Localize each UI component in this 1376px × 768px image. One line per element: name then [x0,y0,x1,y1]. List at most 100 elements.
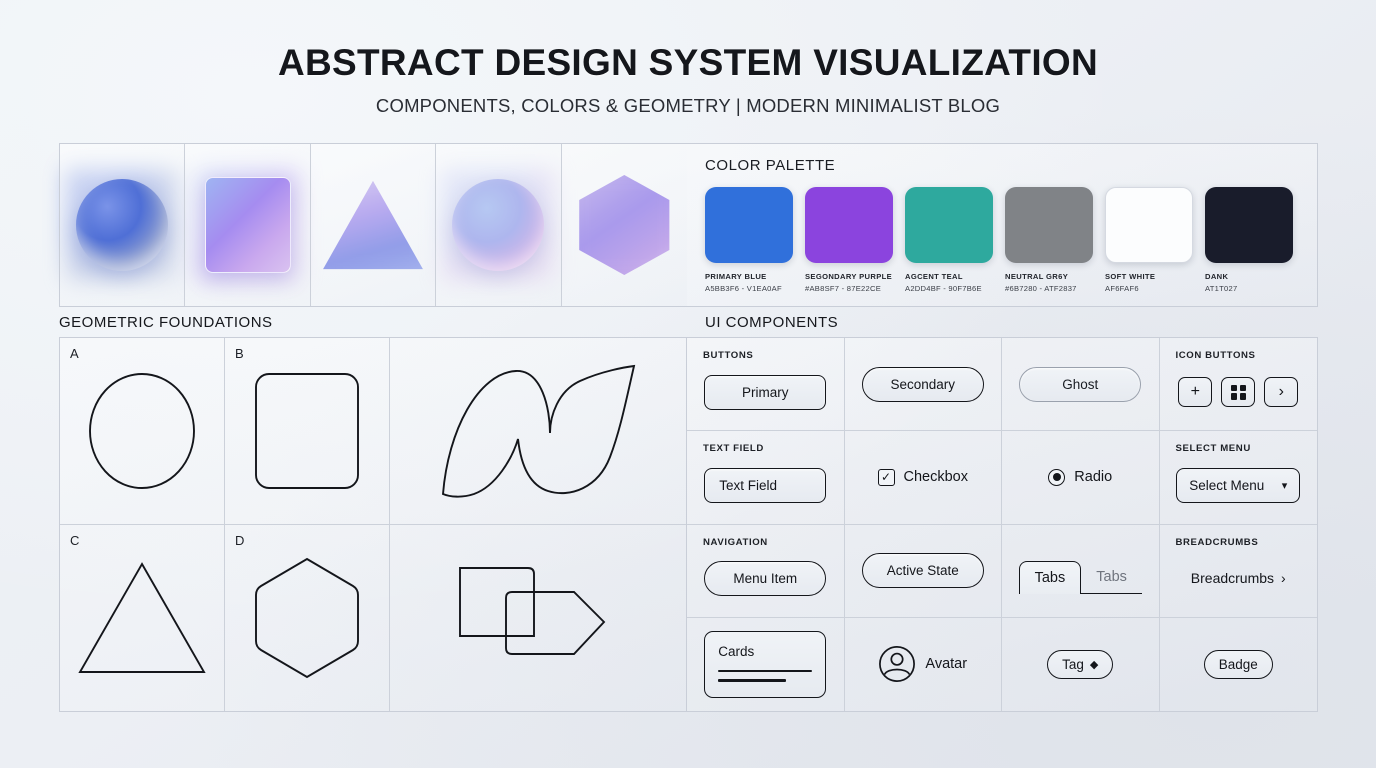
component-cell-active-state: Active State [844,524,1002,618]
color-swatch-dank[interactable]: DANK AT1T027 [1205,187,1293,293]
hexagon-outline-icon [255,557,359,678]
components-section-title: UI COMPONENTS [705,313,839,331]
component-cell-tabs: Tabs Tabs [1002,524,1160,618]
component-cell-avatar: Avatar [845,617,1002,711]
color-swatch-primary-blue[interactable]: PRIMARY BLUE A5BB3F6 - V1EA0AF [705,187,793,293]
wave-blob-outline-icon [441,364,636,498]
ui-components-grid: BUTTONS Primary Secondary Ghost ICON BUT… [687,337,1318,712]
component-cell-cards: Cards [687,617,845,711]
color-name: PRIMARY BLUE [705,272,767,281]
breadcrumb-label[interactable]: Breadcrumbs [1190,569,1275,586]
radio-row[interactable]: Radio [1048,468,1113,486]
chevron-right-icon: › [1278,383,1284,401]
radio-label: Radio [1074,469,1113,486]
ghost-button[interactable]: Ghost [1019,366,1142,402]
color-chip[interactable] [1005,187,1093,263]
color-chip[interactable] [1205,187,1293,263]
color-name: SOFT WHITE [1105,272,1156,281]
gradient-shape-cell-3 [310,144,437,306]
color-hex: A5BB3F6 - V1EA0AF [705,284,782,293]
checkbox-row[interactable]: ✓ Checkbox [877,468,968,486]
color-swatch-row: PRIMARY BLUE A5BB3F6 - V1EA0AF SEGONDARY… [705,187,1299,293]
avatar-icon[interactable] [878,645,916,683]
color-swatch-accent-teal[interactable]: AGCENT TEAL A2DD4BF - 90F7B6E [905,187,993,293]
tab-inactive[interactable]: Tabs [1081,561,1142,595]
grid-icon [1230,384,1246,400]
plus-icon-button[interactable]: + [1178,377,1213,408]
text-field-input[interactable]: Text Field [704,467,827,503]
buttons-caption: BUTTONS [703,350,754,361]
card-line-long [718,670,813,673]
geometry-cell-wave [390,338,686,525]
color-swatch-secondary-purple[interactable]: SEGONDARY PURPLE #AB8SF7 - 87E22CE [805,187,893,293]
gradient-shape-cell-4 [436,144,562,306]
overlapping-square-pentagon-outline-icon [459,566,606,655]
gradient-triangle-icon [323,180,423,270]
component-cell-secondary: Secondary [844,338,1002,432]
component-cell-ghost: Ghost [1002,338,1160,432]
primary-button[interactable]: Primary [704,374,827,410]
secondary-button[interactable]: Secondary [861,366,984,402]
navigation-caption: NAVIGATION [703,536,768,548]
status-badge[interactable]: Badge [1203,649,1273,679]
radio-input[interactable] [1048,468,1066,486]
breadcrumb[interactable]: Breadcrumbs › [1191,570,1286,586]
checkbox-input[interactable]: ✓ [877,468,895,486]
geometry-label-c: C [70,532,80,548]
geometry-label-b: B [235,346,244,361]
color-hex: AT1T027 [1205,284,1238,293]
gradient-shape-cell-5 [561,144,687,306]
checkbox-label: Checkbox [903,469,968,486]
card-title: Cards [718,644,755,660]
component-cell-select-menu: SELECT MENU Select Menu ▾ [1159,431,1317,525]
color-chip[interactable] [1105,187,1193,263]
tag-chip[interactable]: Tag ◆ [1047,649,1114,679]
color-name: AGCENT TEAL [905,272,963,281]
gradient-shape-cell-1 [60,144,186,306]
card-line-short [718,679,786,682]
circle-outline-icon [89,372,195,489]
geometry-label-d: D [235,532,245,548]
icon-buttons-caption: ICON BUTTONS [1175,350,1256,361]
component-cell-tag: Tag ◆ [1002,617,1160,711]
component-cell-navigation: NAVIGATION Menu Item [687,524,845,618]
breadcrumbs-caption: BREADCRUMBS [1175,536,1259,548]
tab-bar: Tabs Tabs [1018,561,1142,595]
component-cell-icon-buttons: ICON BUTTONS + › [1159,338,1317,432]
gradient-circle-icon [76,179,169,271]
geometry-cell-overlap [390,525,686,712]
card[interactable]: Cards [704,631,827,698]
component-cell-radio: Radio [1002,431,1160,525]
gradient-circle-soft-icon [452,179,545,271]
color-swatch-neutral-grey[interactable]: NEUTRAL GR6Y #6B7280 - ATF2837 [1005,187,1093,293]
geometry-label-a: A [70,346,79,361]
avatar-label: Avatar [925,656,968,673]
menu-item-button[interactable]: Menu Item [704,561,827,597]
color-chip[interactable] [705,187,793,263]
component-cell-checkbox: ✓ Checkbox [844,431,1002,525]
active-state-button[interactable]: Active State [861,553,984,589]
color-name: SEGONDARY PURPLE [805,272,893,281]
color-name: NEUTRAL GR6Y [1005,272,1069,281]
avatar-row: Avatar [878,645,967,683]
color-swatch-soft-white[interactable]: SOFT WHITE AF6FAF6 [1105,187,1193,293]
triangle-outline-icon [78,561,206,673]
select-menu-value: Select Menu [1189,477,1265,493]
select-menu[interactable]: Select Menu ▾ [1176,467,1301,503]
geometry-title-row: GEOMETRIC FOUNDATIONS [59,307,687,337]
color-hex: A2DD4BF - 90F7B6E [905,284,982,293]
gradient-shape-cell-2 [185,144,311,306]
color-hex: #6B7280 - ATF2837 [1005,284,1077,293]
color-palette-caption: COLOR PALETTE [705,157,836,174]
tab-active[interactable]: Tabs [1018,561,1082,595]
page-title: ABSTRACT DESIGN SYSTEM VISUALIZATION [277,42,1099,83]
color-chip[interactable] [805,187,893,263]
geometric-foundations-grid: A B C D [59,337,687,712]
gradient-shapes-strip [59,143,687,307]
chevron-right-icon-button[interactable]: › [1264,377,1299,408]
select-menu-caption: SELECT MENU [1175,443,1251,455]
grid-icon-button[interactable] [1221,377,1256,408]
color-chip[interactable] [905,187,993,263]
color-name: DANK [1205,272,1229,281]
icon-button-row: + › [1178,377,1299,408]
